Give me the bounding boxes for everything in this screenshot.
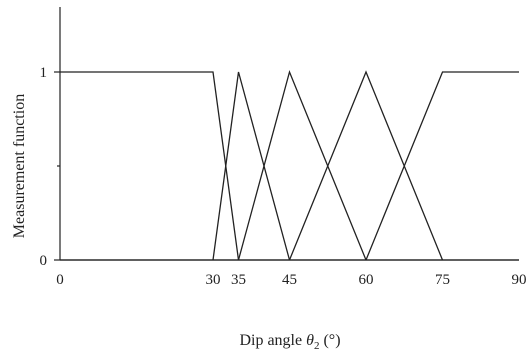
x-tick-label: 60 — [359, 272, 374, 288]
x-tick-label: 30 — [206, 272, 221, 288]
x-tick-label: 45 — [282, 272, 297, 288]
series-line — [288, 70, 444, 261]
series-line — [237, 69, 367, 261]
x-tick-label: 90 — [512, 272, 527, 288]
x-tick-label: 75 — [435, 272, 450, 288]
y-tick-label: 1 — [40, 65, 48, 81]
x-tick-label: 35 — [231, 272, 246, 288]
y-tick-label: 0 — [40, 253, 48, 269]
series-line — [365, 71, 519, 261]
axes — [54, 7, 519, 261]
y-axis-label: Measurement function — [11, 94, 28, 238]
x-axis-label: Dip angle θ2 (°) — [239, 332, 340, 352]
x-tick-label: 0 — [56, 272, 64, 288]
series-group — [60, 69, 519, 261]
series-line — [60, 71, 240, 261]
tick-labels: 0 1 0 30 35 45 60 75 90 — [40, 65, 527, 288]
series-line — [212, 71, 291, 261]
